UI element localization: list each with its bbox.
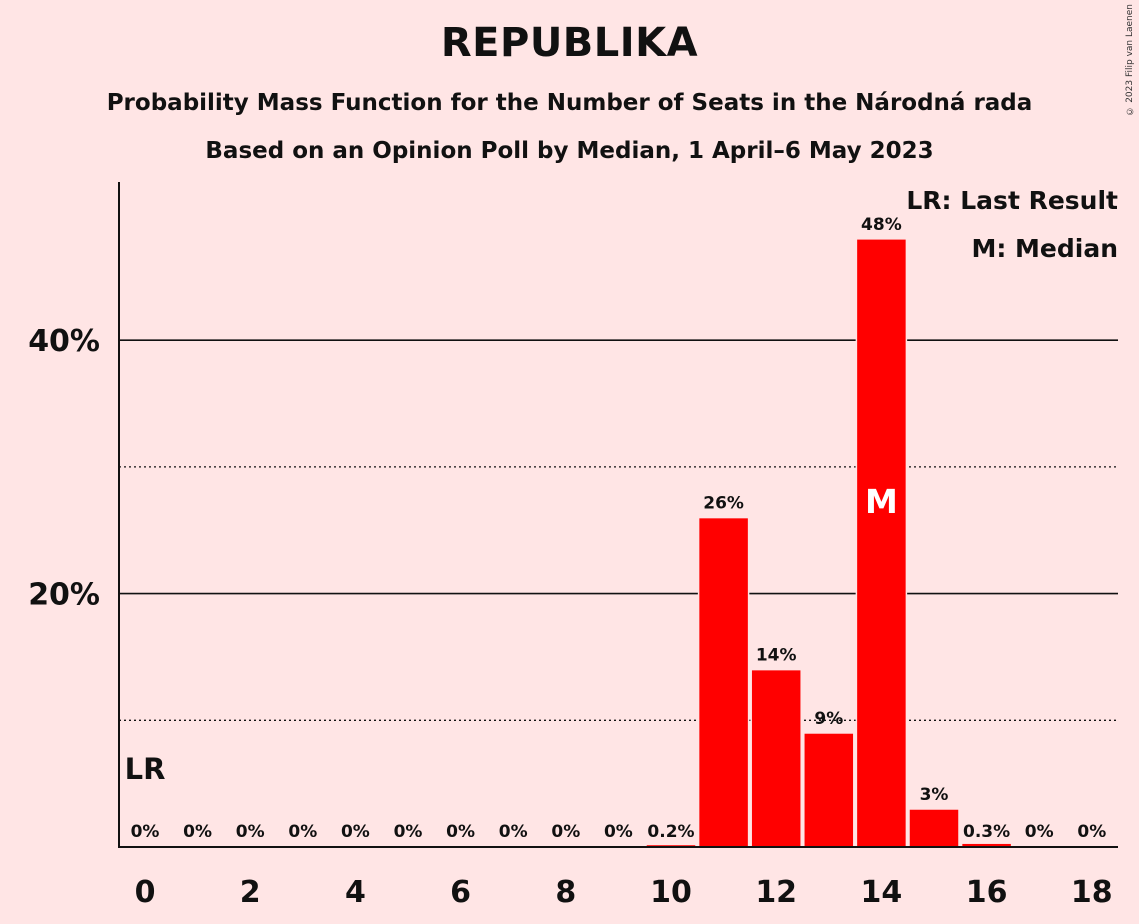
bar-value-label: 3%: [920, 785, 949, 805]
bar-value-label: 14%: [756, 646, 797, 666]
bar-value-label: 0.3%: [963, 822, 1010, 842]
bar-value-label: 0%: [551, 822, 580, 842]
bar-value-label: 0%: [446, 822, 475, 842]
bar-value-label: 26%: [703, 494, 744, 514]
chart-title: REPUBLIKA: [440, 20, 699, 66]
bar-value-label: 0%: [1025, 822, 1054, 842]
x-tick-label: 14: [861, 875, 903, 910]
legend-entry: LR: Last Result: [906, 186, 1118, 215]
bar: [697, 516, 750, 848]
y-tick-label: 40%: [28, 324, 100, 359]
bar-value-label: 0%: [1077, 822, 1106, 842]
x-tick-label: 12: [755, 875, 797, 910]
bar-value-label: 0%: [288, 822, 317, 842]
gridlines: [119, 339, 1118, 721]
bar-value-label: 0%: [604, 822, 633, 842]
bar-value-label: 0%: [499, 822, 528, 842]
labels: 0% 0% 0% 0% 0% 0% 0% 0% 0% 0% 0.2% 26% 14% 9% 48% 3% 0.3…: [28, 186, 1118, 910]
bar-value-label: 0%: [341, 822, 370, 842]
x-tick-label: 8: [555, 875, 576, 910]
bar: [750, 668, 802, 848]
bar: [908, 808, 960, 848]
bar-value-label: 0%: [236, 822, 265, 842]
last-result-marker: LR: [125, 752, 166, 786]
chart-subtitle: Probability Mass Function for the Number…: [106, 90, 1033, 116]
axes: [118, 182, 1118, 848]
bar: [855, 238, 908, 848]
x-tick-label: 6: [450, 875, 471, 910]
y-tick-label: 20%: [28, 578, 100, 613]
x-tick-label: 4: [345, 875, 366, 910]
bar-value-label: 9%: [814, 709, 843, 729]
x-tick-label: 2: [240, 875, 261, 910]
legend-entry: M: Median: [971, 234, 1118, 263]
x-tick-label: 18: [1071, 875, 1113, 910]
x-tick-label: 10: [650, 875, 692, 910]
bars: [645, 238, 1013, 848]
chart-subtitle-source: Based on an Opinion Poll by Median, 1 Ap…: [205, 138, 934, 164]
median-marker: M: [865, 482, 898, 521]
bar-value-label: 48%: [861, 215, 902, 235]
bar-value-label: 0%: [394, 822, 423, 842]
bar: [803, 732, 855, 848]
bar-value-label: 0%: [183, 822, 212, 842]
bar-value-label: 0%: [131, 822, 160, 842]
bar-value-label: 0.2%: [647, 822, 694, 842]
x-tick-label: 0: [135, 875, 156, 910]
x-tick-label: 16: [966, 875, 1008, 910]
